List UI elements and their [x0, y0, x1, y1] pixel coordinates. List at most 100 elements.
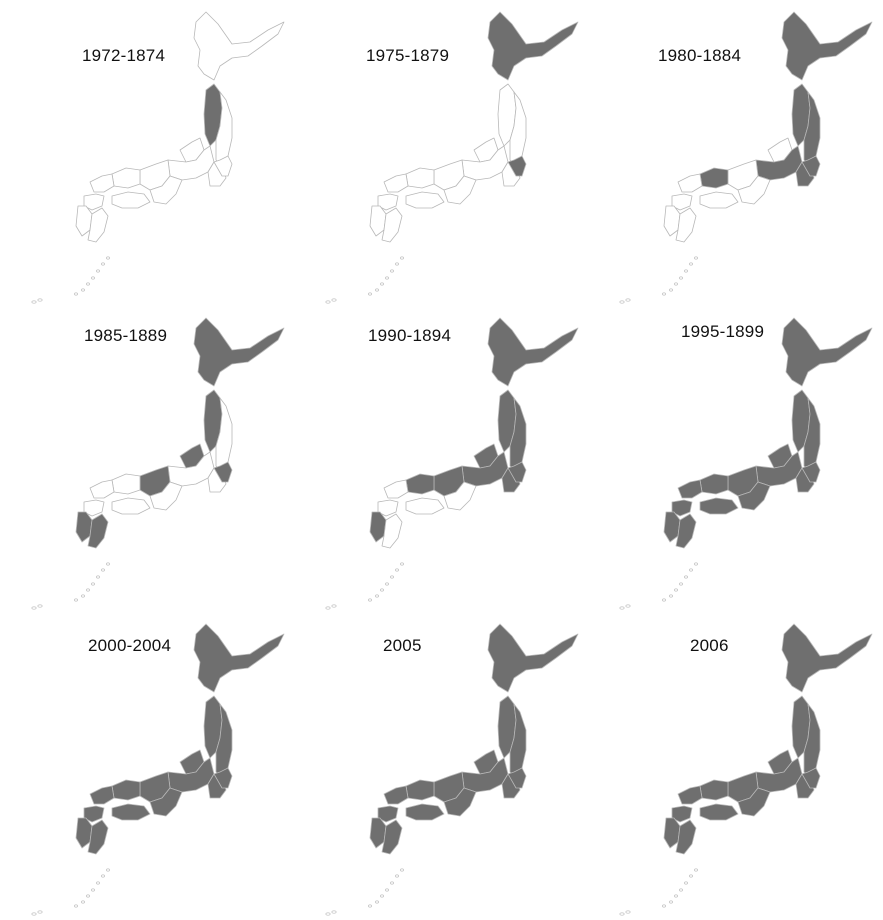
- island: [674, 894, 678, 898]
- region-chugoku-e: [111, 473, 141, 495]
- region-kinki: [443, 175, 477, 205]
- island: [74, 904, 78, 908]
- japan-map: [325, 317, 579, 610]
- island: [81, 288, 85, 292]
- island: [106, 868, 110, 872]
- island: [400, 256, 404, 260]
- region-kinki: [149, 787, 183, 817]
- japan-map: [619, 623, 873, 916]
- japan-map: [325, 11, 579, 304]
- island: [669, 288, 673, 292]
- island: [101, 568, 105, 572]
- region-chugoku: [89, 785, 115, 805]
- region-kanto-e: [801, 767, 821, 789]
- region-hokkaido: [781, 11, 873, 81]
- island: [684, 269, 688, 273]
- island: [674, 588, 678, 592]
- island: [689, 262, 693, 266]
- island: [619, 606, 625, 610]
- island: [368, 292, 372, 296]
- island: [101, 262, 105, 266]
- region-hokkaido: [193, 11, 285, 81]
- island: [380, 282, 384, 286]
- region-kinki: [443, 787, 477, 817]
- period-label: 1972-1874: [82, 46, 166, 65]
- map-panel-5: 1990-1894: [294, 306, 588, 612]
- period-label: 1995-1899: [681, 322, 765, 341]
- island: [37, 910, 43, 914]
- island: [662, 904, 666, 908]
- island: [689, 568, 693, 572]
- island: [390, 881, 394, 885]
- island: [395, 568, 399, 572]
- region-kanto-e: [507, 461, 527, 483]
- region-kyushu-s: [87, 819, 109, 855]
- region-chugoku-e: [405, 473, 435, 495]
- island: [86, 588, 90, 592]
- region-kinki: [149, 175, 183, 205]
- region-chugoku: [89, 173, 115, 193]
- region-hokkaido: [193, 317, 285, 387]
- island: [74, 598, 78, 602]
- region-hokkaido: [193, 623, 285, 693]
- island: [679, 276, 683, 280]
- island: [400, 562, 404, 566]
- map-panel-7: 2000-2004: [0, 612, 294, 918]
- japan-map: [31, 11, 285, 304]
- region-chugoku: [383, 479, 409, 499]
- region-shikoku: [699, 803, 739, 821]
- region-chugoku-e: [699, 167, 729, 189]
- island: [31, 300, 37, 304]
- region-kyushu-s: [87, 513, 109, 549]
- japan-map: [31, 623, 285, 916]
- region-kinki: [737, 175, 771, 205]
- island: [684, 575, 688, 579]
- island: [669, 900, 673, 904]
- region-kinki: [443, 481, 477, 511]
- island: [679, 888, 683, 892]
- island: [325, 606, 331, 610]
- region-kyushu-s: [675, 513, 697, 549]
- region-kanto-e: [213, 767, 233, 789]
- island: [37, 298, 43, 302]
- island: [331, 298, 337, 302]
- period-label: 1985-1889: [84, 326, 168, 345]
- map-panel-4: 1985-1889: [0, 306, 294, 612]
- island: [385, 276, 389, 280]
- region-shikoku: [699, 497, 739, 515]
- region-kanto-e: [801, 461, 821, 483]
- island: [662, 598, 666, 602]
- island: [662, 292, 666, 296]
- region-kyushu-s: [675, 207, 697, 243]
- island: [31, 606, 37, 610]
- island: [625, 604, 631, 608]
- region-chugoku: [677, 785, 703, 805]
- island: [385, 582, 389, 586]
- island: [325, 912, 331, 916]
- island: [325, 300, 331, 304]
- period-label: 1990-1894: [368, 326, 452, 345]
- region-kanto-e: [213, 155, 233, 177]
- island: [331, 604, 337, 608]
- region-chugoku: [677, 173, 703, 193]
- region-kinki: [737, 481, 771, 511]
- island: [86, 894, 90, 898]
- period-label: 2005: [383, 636, 422, 655]
- region-chugoku-e: [699, 779, 729, 801]
- island: [375, 594, 379, 598]
- island: [81, 900, 85, 904]
- island: [625, 910, 631, 914]
- region-chugoku: [383, 785, 409, 805]
- map-panel-9: 2006: [588, 612, 882, 918]
- map-panel-8: 2005: [294, 612, 588, 918]
- island: [390, 269, 394, 273]
- island: [86, 282, 90, 286]
- island: [368, 598, 372, 602]
- region-shikoku: [111, 803, 151, 821]
- region-kanto-e: [507, 767, 527, 789]
- map-panel-3: 1980-1884: [588, 0, 882, 306]
- island: [395, 262, 399, 266]
- island: [96, 269, 100, 273]
- region-hokkaido: [781, 623, 873, 693]
- island: [679, 582, 683, 586]
